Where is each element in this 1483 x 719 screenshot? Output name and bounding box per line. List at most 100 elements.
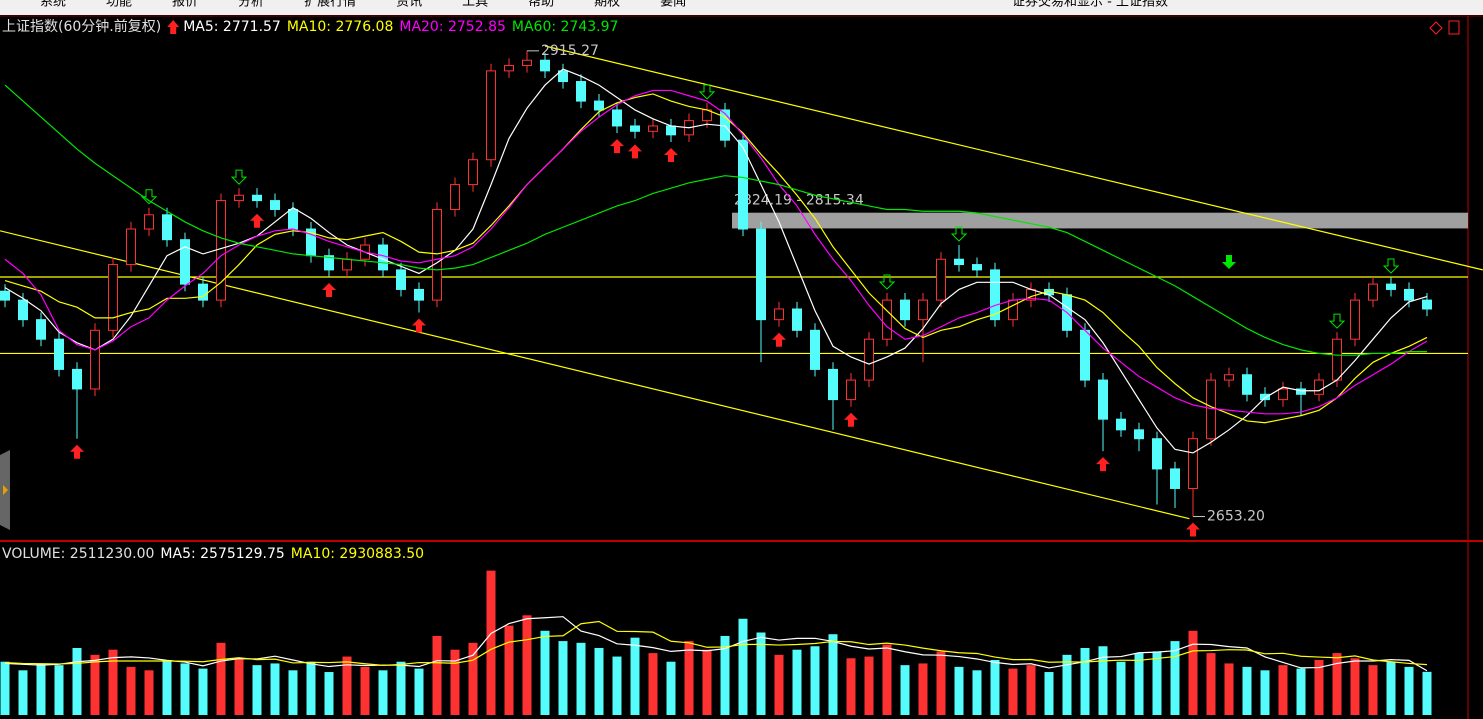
candle-body — [1386, 283, 1396, 290]
sell-signal — [698, 84, 716, 100]
volume-bar — [1332, 653, 1342, 715]
icon-diamond[interactable] — [1429, 21, 1443, 35]
volume-bar — [1422, 671, 1432, 715]
volume-bar — [1278, 665, 1288, 715]
buy-signal — [844, 412, 858, 427]
candle-body — [810, 329, 820, 370]
candle-body — [558, 70, 568, 83]
candle-body — [468, 159, 478, 186]
candle-body — [1080, 329, 1090, 381]
menu-item[interactable]: 功能 — [106, 0, 132, 10]
sell-signal — [950, 226, 968, 242]
candle-body — [1098, 379, 1108, 420]
sell-signal — [230, 169, 248, 185]
candle-body — [918, 299, 928, 321]
volume-bar — [486, 570, 496, 715]
volume-bar — [558, 641, 568, 715]
volume-bar — [990, 660, 1000, 715]
candle-body — [594, 100, 604, 111]
candle-body — [1314, 379, 1324, 395]
volume-bar — [306, 661, 316, 715]
candle-body — [1188, 438, 1198, 489]
candle-body — [342, 258, 352, 271]
volume-bar — [1026, 665, 1036, 715]
legend-entry: MA60: 2743.97 — [512, 19, 619, 35]
candle-body — [0, 290, 10, 301]
candle-body — [738, 139, 748, 230]
annotation-label: 2653.20 — [1207, 509, 1265, 525]
volume-bar — [1242, 666, 1252, 715]
volume-bar — [1188, 630, 1198, 715]
menu-item[interactable]: 期权 — [594, 0, 620, 10]
candle-body — [180, 239, 190, 285]
candle-body — [396, 269, 406, 290]
volume-bar — [414, 668, 424, 715]
buy-signal — [322, 283, 336, 298]
volume-bar — [738, 618, 748, 715]
menu-item[interactable]: 报价 — [172, 0, 198, 10]
buy-signal — [1096, 457, 1110, 472]
candle-body — [324, 255, 334, 271]
chart-title: 上证指数(60分钟.前复权) — [2, 18, 161, 35]
volume-bar — [198, 668, 208, 715]
candle-body — [954, 258, 964, 266]
menu-item[interactable]: 帮助 — [528, 0, 554, 10]
volume-bar — [720, 635, 730, 715]
menu-item[interactable]: 分析 — [238, 0, 264, 10]
side-tab-arrow — [3, 485, 8, 495]
volume-bar — [1368, 665, 1378, 715]
volume-bar — [972, 670, 982, 715]
volume-bar — [1008, 668, 1018, 715]
candle-body — [234, 194, 244, 202]
candle-body — [126, 228, 136, 266]
candle-body — [612, 109, 622, 127]
candle-body — [648, 125, 658, 132]
buy-signal — [628, 144, 642, 159]
volume-bar — [36, 663, 46, 715]
ma-line — [4, 68, 1428, 454]
icon-square[interactable] — [1448, 20, 1460, 35]
menu-item[interactable]: 系统 — [40, 0, 66, 10]
candle-body — [1152, 438, 1162, 470]
candle-body — [54, 338, 64, 370]
volume-bar — [522, 615, 532, 715]
volume-bar — [360, 666, 370, 715]
candle-body — [432, 208, 442, 301]
candle-body — [936, 258, 946, 301]
volume-bar — [756, 632, 766, 715]
volume-bar — [234, 658, 244, 715]
candle-body — [1278, 388, 1288, 401]
candle-body — [522, 59, 532, 67]
candle-body — [162, 214, 172, 241]
candle-body — [630, 125, 640, 132]
candle-body — [756, 228, 766, 321]
volume-bar — [1170, 641, 1180, 715]
candle-body — [1296, 388, 1306, 395]
candle-body — [990, 269, 1000, 321]
volume-bar — [504, 625, 514, 715]
volume-bar — [1152, 651, 1162, 715]
volume-bar — [90, 654, 100, 715]
buy-signal — [664, 147, 678, 162]
sell-signal — [140, 189, 158, 205]
menu-item[interactable]: 资讯 — [396, 0, 422, 10]
volume-bar — [126, 666, 136, 715]
volume-bar — [810, 646, 820, 715]
volume-bar — [1080, 647, 1090, 715]
volume-bar — [1404, 666, 1414, 715]
menu-item[interactable]: 扩展行情 — [304, 0, 356, 10]
volume-bar — [270, 663, 280, 715]
candle-body — [666, 125, 676, 136]
volume-bar — [774, 654, 784, 715]
menu-item[interactable]: 要闻 — [660, 0, 686, 10]
volume-bar — [342, 656, 352, 715]
menu-item[interactable]: 工具 — [462, 0, 488, 10]
candle-body — [972, 264, 982, 271]
ma-line — [4, 93, 1428, 424]
candle-body — [1008, 299, 1018, 321]
volume-bar — [18, 670, 28, 715]
candle-body — [1332, 338, 1342, 381]
candle-body — [792, 308, 802, 331]
